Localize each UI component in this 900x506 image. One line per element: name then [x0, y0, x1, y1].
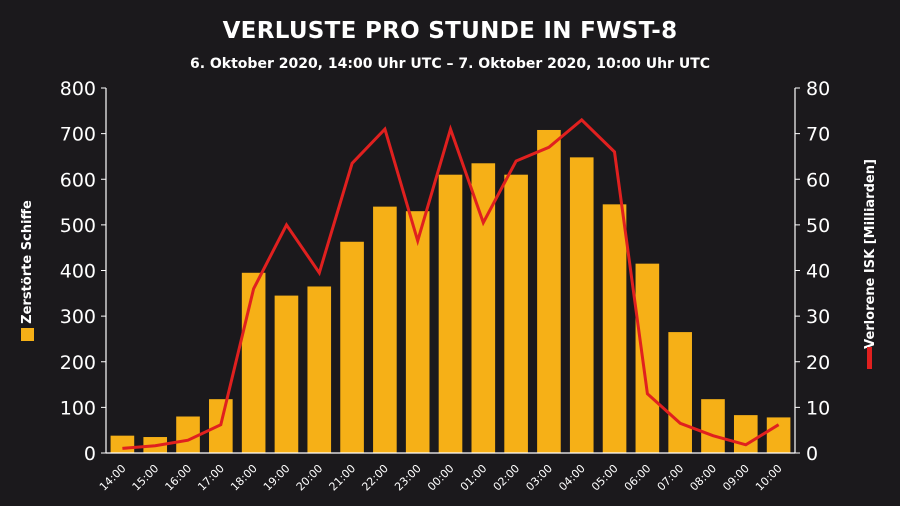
- x-tick-label: 01:00: [458, 462, 490, 494]
- legend-layer: Zerstörte Schiffe Verlorene ISK [Milliard…: [20, 159, 878, 369]
- y-right-tick-label: 30: [806, 306, 830, 328]
- x-tick-label: 02:00: [491, 462, 523, 494]
- bar: [241, 272, 266, 453]
- bar: [176, 416, 200, 453]
- x-tick-label: 04:00: [556, 462, 588, 494]
- y-right-tick-label: 80: [806, 78, 830, 100]
- chart-title: VERLUSTE PRO STUNDE IN FWST-8: [222, 18, 678, 44]
- x-tick-label: 19:00: [261, 462, 293, 494]
- y-left-tick-label: 100: [60, 397, 96, 419]
- bar: [635, 263, 660, 453]
- bar: [110, 435, 135, 453]
- bar: [701, 399, 725, 453]
- y-left-tick-label: 700: [60, 124, 96, 146]
- x-tick-label: 18:00: [228, 462, 260, 494]
- y-right-tick-label: 40: [806, 261, 830, 283]
- bar: [438, 174, 463, 453]
- bar: [668, 332, 692, 453]
- y-left-tick-label: 200: [60, 352, 96, 374]
- x-tick-label: 14:00: [97, 462, 129, 494]
- bar: [504, 174, 528, 453]
- y-left-tick-label: 300: [60, 306, 96, 328]
- y-right-tick-label: 0: [806, 443, 818, 465]
- bar: [274, 295, 299, 453]
- x-tick-label: 00:00: [425, 462, 457, 494]
- y-right-tick-label: 60: [806, 169, 830, 191]
- bar: [537, 129, 561, 453]
- y-left-axis-title: Zerstörte Schiffe: [20, 200, 35, 324]
- x-tick-label: 03:00: [523, 462, 555, 494]
- bar: [373, 206, 397, 453]
- bar: [471, 163, 496, 453]
- x-tick-label: 15:00: [130, 462, 162, 494]
- x-tick-label: 09:00: [720, 462, 752, 494]
- bar: [602, 204, 627, 453]
- y-left-tick-label: 400: [60, 261, 96, 283]
- x-tick-label: 17:00: [195, 462, 227, 494]
- y-right-tick-label: 10: [806, 397, 830, 419]
- x-tick-label: 22:00: [359, 462, 391, 494]
- x-tick-label: 08:00: [687, 462, 719, 494]
- y-right-tick-label: 50: [806, 215, 830, 237]
- x-tick-label: 05:00: [589, 462, 621, 494]
- x-tick-label: 20:00: [294, 462, 326, 494]
- bar: [766, 417, 791, 453]
- y-left-tick-label: 600: [60, 169, 96, 191]
- legend-line-swatch: [867, 347, 872, 369]
- x-tick-label: 06:00: [622, 462, 654, 494]
- bar: [307, 286, 332, 453]
- bar: [340, 241, 364, 453]
- line-layer: [122, 117, 780, 450]
- y-right-axis-title: Verlorene ISK [Milliarden]: [863, 159, 878, 349]
- chart-subtitle: 6. Oktober 2020, 14:00 Uhr UTC – 7. Okto…: [189, 56, 711, 72]
- y-left-tick-label: 500: [60, 215, 96, 237]
- x-tick-label: 10:00: [753, 462, 785, 494]
- bar: [405, 211, 430, 453]
- y-right-tick-label: 20: [806, 352, 830, 374]
- x-tick-label: 07:00: [655, 462, 687, 494]
- bar: [733, 415, 758, 453]
- bars-layer: [110, 129, 791, 453]
- y-right-tick-label: 70: [806, 124, 830, 146]
- bar: [569, 157, 594, 453]
- legend-bar-swatch: [21, 328, 34, 341]
- x-tick-label: 16:00: [163, 462, 195, 494]
- x-tick-label: 23:00: [392, 462, 424, 494]
- x-tick-label: 21:00: [327, 462, 359, 494]
- y-left-tick-label: 800: [60, 78, 96, 100]
- y-left-tick-label: 0: [84, 443, 96, 465]
